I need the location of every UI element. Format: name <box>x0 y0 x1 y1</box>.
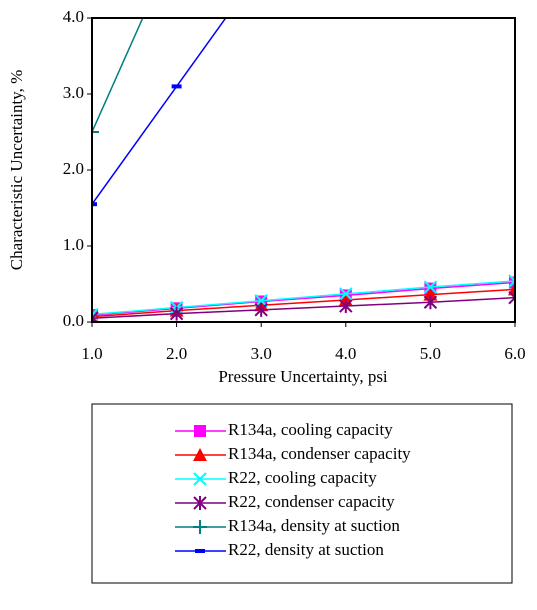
marker <box>193 472 207 486</box>
y-axis-title: Characteristic Uncertainty, % <box>7 70 26 270</box>
plot-area <box>92 18 515 322</box>
series-line <box>92 281 515 316</box>
x-tick-label: 3.0 <box>251 344 272 363</box>
marker <box>254 302 268 317</box>
legend-label: R22, cooling capacity <box>228 468 377 487</box>
y-tick-label: 0.0 <box>63 311 84 330</box>
marker <box>423 295 438 310</box>
y-tick-label: 1.0 <box>63 235 84 254</box>
marker <box>193 496 207 510</box>
marker <box>193 448 207 461</box>
marker <box>194 425 206 437</box>
marker <box>92 311 99 322</box>
x-tick-label: 2.0 <box>166 344 187 363</box>
plot-frame <box>91 17 516 323</box>
marker <box>339 287 353 301</box>
marker <box>169 306 184 321</box>
series-line <box>92 296 515 319</box>
x-tick-label: 4.0 <box>335 344 356 363</box>
legend-label: R22, condenser capacity <box>228 492 395 511</box>
legend-label: R134a, condenser capacity <box>228 444 411 463</box>
legend-label: R22, density at suction <box>228 540 384 559</box>
marker <box>508 290 515 305</box>
series-line <box>92 18 227 205</box>
x-tick-label: 6.0 <box>504 344 525 363</box>
marker <box>423 280 438 294</box>
marker <box>339 299 353 314</box>
x-axis-title: Pressure Uncertainty, psi <box>218 367 388 386</box>
marker <box>193 520 207 534</box>
legend-box <box>91 403 513 584</box>
x-tick-label: 5.0 <box>420 344 441 363</box>
marker <box>509 276 515 289</box>
y-tick-label: 4.0 <box>63 7 84 26</box>
legend-label: R134a, cooling capacity <box>228 420 393 439</box>
series-line <box>92 18 144 133</box>
marker <box>508 274 515 288</box>
y-tick-label: 2.0 <box>63 159 84 178</box>
marker <box>92 125 99 139</box>
series-line <box>92 288 515 318</box>
series-line <box>92 280 515 316</box>
y-tick-label: 3.0 <box>63 83 84 102</box>
legend-label: R134a, density at suction <box>228 516 400 535</box>
x-tick-label: 1.0 <box>81 344 102 363</box>
